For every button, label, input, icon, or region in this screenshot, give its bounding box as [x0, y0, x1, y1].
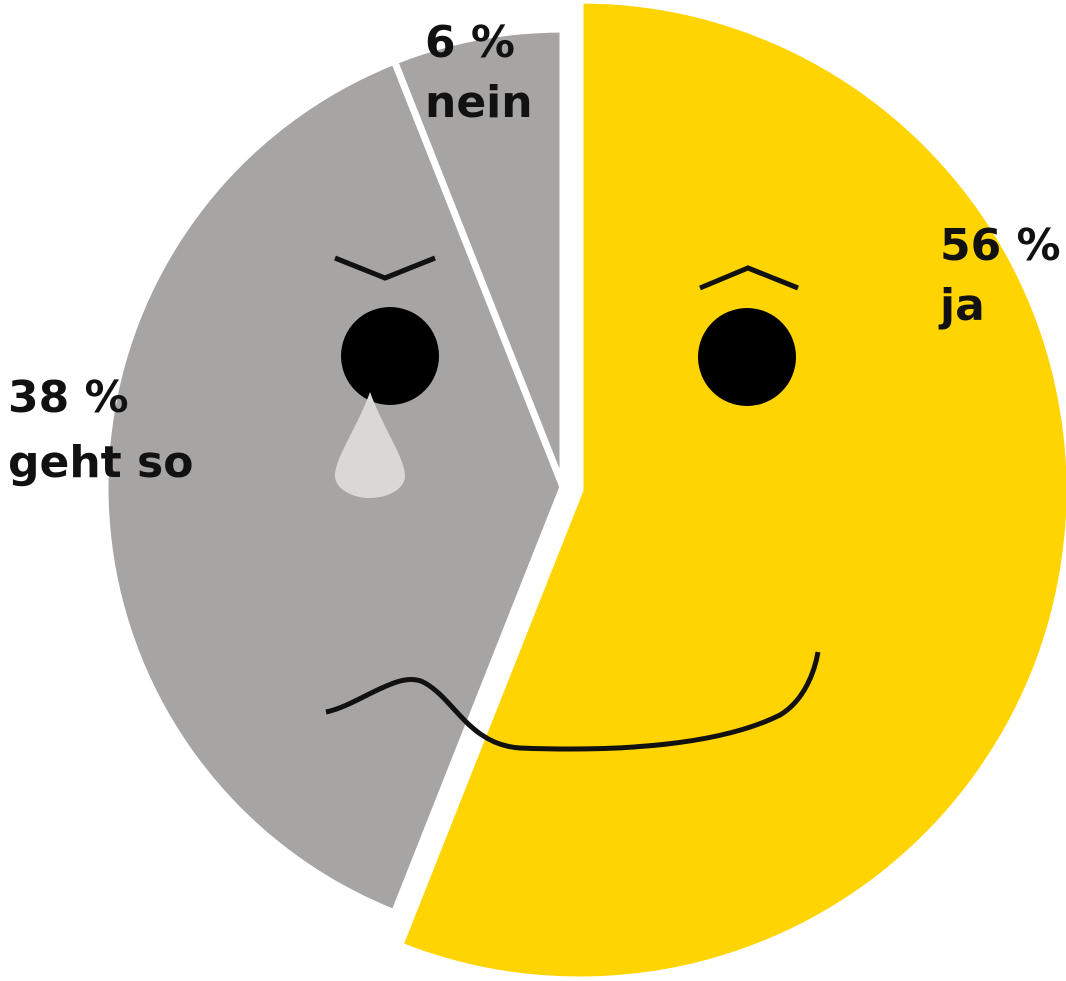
pie — [105, 0, 1066, 980]
value-label: 38 % — [8, 372, 129, 423]
category-label: geht so — [8, 437, 193, 488]
category-label: ja — [938, 280, 985, 331]
right-eye — [698, 308, 796, 406]
value-label: 56 % — [940, 220, 1061, 271]
page: {"chart_data": {"type": "pie", "categori… — [0, 0, 1066, 981]
left-eye — [341, 307, 439, 405]
chart: 56 % ja 38 % geht so 6 % nein — [0, 0, 1066, 981]
category-label: nein — [425, 77, 533, 128]
value-label: 6 % — [425, 17, 515, 68]
